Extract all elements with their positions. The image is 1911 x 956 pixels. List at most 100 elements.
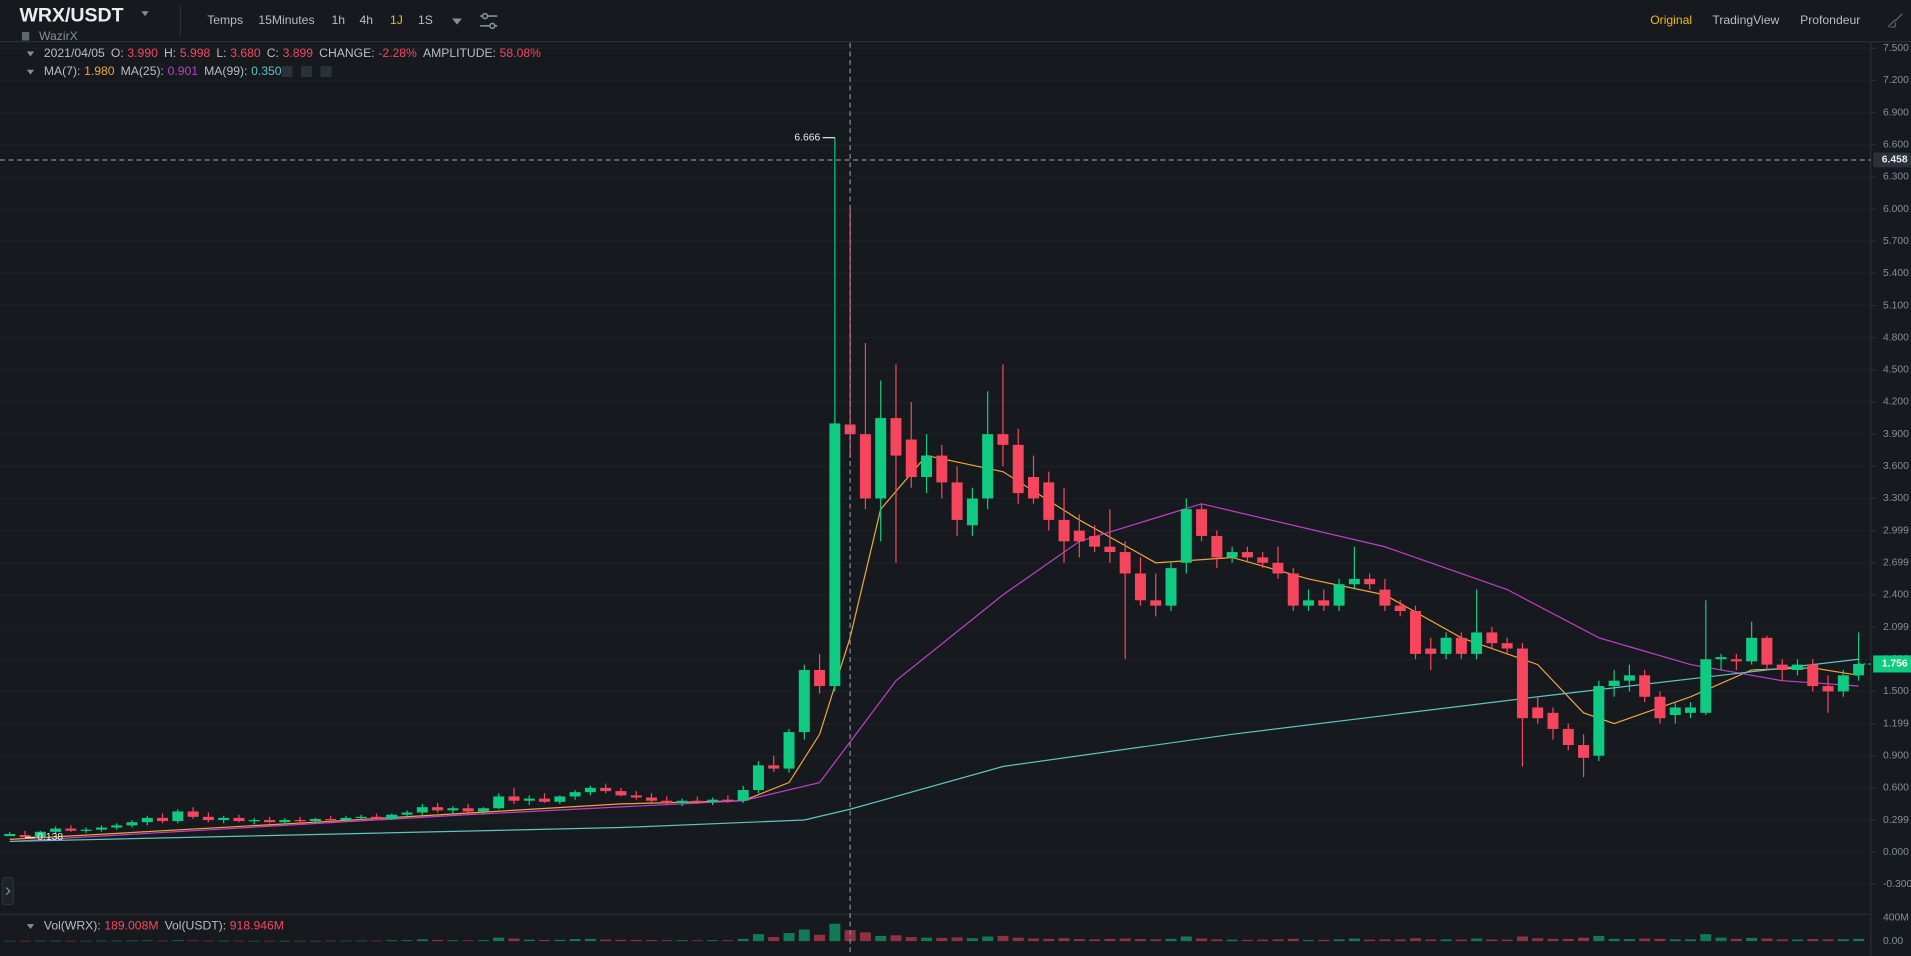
ma-legend: MA(7): 1.980 MA(25): 0.901 MA(99): 0.350 — [44, 64, 282, 78]
volume-bar — [141, 940, 153, 942]
volume-bar — [1028, 938, 1039, 942]
volume-bar — [1837, 939, 1849, 942]
volume-bar — [982, 936, 994, 942]
candle-body — [1257, 557, 1269, 563]
legend-label: Vol(WRX): — [44, 919, 101, 933]
volume-bar — [416, 939, 428, 942]
crosshair-price-box — [1873, 152, 1911, 168]
candle-body — [1623, 675, 1635, 681]
volume-bar — [1822, 939, 1834, 942]
side-expand-arrow — [5, 887, 11, 896]
candle-body — [539, 798, 551, 802]
volume-bar — [1150, 939, 1162, 942]
volume-bar — [661, 940, 673, 942]
volume-bar — [386, 940, 398, 942]
volume-bar — [1180, 936, 1192, 942]
volume-bar — [4, 940, 16, 942]
interval-button[interactable]: 1h — [332, 13, 346, 27]
candle-body — [1822, 686, 1834, 692]
candle-body — [1409, 611, 1421, 654]
candle-body — [661, 800, 673, 803]
candle-body — [401, 812, 413, 815]
volume-bar — [1578, 937, 1590, 942]
y-tick-label: 5.100 — [1883, 300, 1909, 311]
interval-dropdown[interactable] — [452, 18, 462, 25]
candle-body — [1455, 637, 1467, 654]
candle-body — [615, 791, 627, 796]
volume-bar — [1425, 939, 1437, 942]
collapse-icon[interactable] — [1887, 13, 1903, 28]
candle-body — [477, 808, 489, 812]
exchange-name: WazirX — [39, 29, 78, 43]
volume-bar — [1608, 938, 1620, 942]
candle-body — [966, 498, 978, 526]
y-tick-label: 6.000 — [1883, 204, 1909, 215]
candle-body — [325, 818, 337, 821]
candle-body — [936, 455, 948, 483]
ma-toggle[interactable] — [26, 69, 35, 75]
legend-value: 3.680 — [230, 46, 261, 60]
grid — [0, 47, 1871, 885]
volume-bar — [1685, 939, 1697, 942]
candles — [4, 137, 1865, 838]
volume-bar — [1455, 939, 1467, 942]
volume-bar — [1303, 939, 1315, 942]
candle-body — [1348, 578, 1360, 585]
ma-buttons[interactable] — [281, 66, 332, 78]
volume-bar — [1196, 938, 1208, 942]
candle-body — [1272, 562, 1284, 574]
volume-bar — [1409, 938, 1421, 942]
interval-button[interactable]: Temps — [207, 13, 243, 27]
volume-bar — [768, 937, 780, 942]
side-expand[interactable] — [1, 877, 15, 906]
view-button[interactable]: Profondeur — [1800, 13, 1860, 27]
volume-bar — [646, 940, 657, 942]
candle-body — [1853, 663, 1865, 676]
volume-bar — [798, 929, 810, 942]
candle-body — [1104, 546, 1116, 553]
view-button[interactable]: Original — [1650, 13, 1692, 27]
volume-bar — [157, 940, 169, 942]
view-button[interactable]: TradingView — [1712, 13, 1779, 27]
settings-icon[interactable] — [480, 12, 498, 30]
volume-bar — [539, 939, 551, 942]
volume-bar — [80, 940, 92, 942]
volume-bar — [1165, 938, 1177, 942]
interval-button[interactable]: 1J — [390, 13, 403, 27]
volume-bar — [1532, 938, 1544, 942]
volume-bar — [1776, 939, 1788, 942]
volume-bar — [1623, 939, 1635, 942]
interval-button[interactable]: 1S — [418, 13, 433, 27]
volume-bar — [1379, 939, 1391, 942]
moving-averages — [9, 454, 1859, 843]
volume-toggle[interactable] — [26, 924, 35, 929]
candle-body — [1791, 664, 1803, 670]
candle-body — [1516, 648, 1528, 719]
interval-button[interactable]: 4h — [360, 13, 374, 27]
y-tick-label: 4.500 — [1883, 365, 1909, 376]
y-tick-label: -0.300 — [1883, 879, 1911, 890]
y-tick-label: 5.400 — [1883, 268, 1909, 279]
volume-bar — [1807, 939, 1819, 942]
candle-body — [1012, 444, 1024, 494]
volume-bar — [600, 939, 612, 942]
volume-bar — [737, 938, 749, 942]
interval-button[interactable]: 15Minutes — [258, 13, 314, 27]
candle-body — [1180, 509, 1192, 563]
volume-bar — [462, 940, 474, 942]
volume-bar — [1089, 939, 1101, 942]
candle-body — [294, 820, 306, 822]
candle-body — [1746, 637, 1758, 662]
volume-bar — [477, 940, 489, 942]
candle-body — [1073, 530, 1085, 542]
candle-body — [233, 817, 245, 822]
pair-dropdown[interactable] — [141, 11, 149, 17]
candle-body — [722, 799, 734, 801]
ohlc-legend: 2021/04/05 O: 3.990 H: 5.998 L: 3.680 C: 3.899 CH… — [44, 46, 541, 60]
pair-title[interactable]: WRX/USDT — [20, 4, 124, 26]
candle-body — [157, 817, 169, 822]
volume-bar — [111, 940, 123, 942]
legend-toggle[interactable] — [26, 51, 35, 57]
volume-bar — [1119, 938, 1131, 942]
